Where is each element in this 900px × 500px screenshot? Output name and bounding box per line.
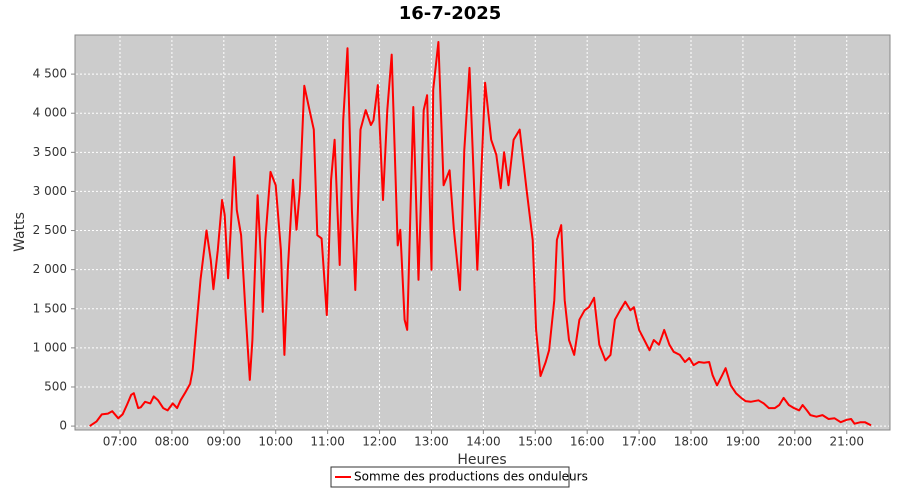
x-tick-label: 09:00 (207, 435, 242, 449)
x-tick-label: 07:00 (103, 435, 138, 449)
y-axis-label: Watts (12, 212, 28, 252)
y-tick-label: 0 (59, 419, 67, 433)
x-tick-label: 10:00 (258, 435, 293, 449)
y-tick-label: 1 000 (33, 340, 67, 354)
x-tick-label: 14:00 (466, 435, 501, 449)
y-tick-label: 3 000 (33, 184, 67, 198)
x-tick-label: 20:00 (778, 435, 813, 449)
x-tick-label: 11:00 (310, 435, 345, 449)
chart-title: 16-7-2025 (399, 3, 502, 24)
plot-area (74, 34, 891, 431)
x-tick-label: 18:00 (674, 435, 709, 449)
x-tick-label: 12:00 (362, 435, 397, 449)
y-tick-label: 500 (44, 379, 67, 393)
x-tick-label: 15:00 (518, 435, 553, 449)
y-tick-label: 2 500 (33, 223, 67, 237)
x-tick-label: 21:00 (829, 435, 864, 449)
x-tick-label: 08:00 (155, 435, 190, 449)
y-tick-label: 4 500 (33, 67, 67, 81)
y-tick-label: 3 500 (33, 145, 67, 159)
series-line (89, 41, 872, 427)
legend-label: Somme des productions des onduleurs (354, 470, 588, 484)
x-tick-label: 17:00 (622, 435, 657, 449)
x-tick-label: 16:00 (570, 435, 605, 449)
x-axis-label: Heures (457, 452, 506, 468)
y-tick-label: 2 000 (33, 262, 67, 276)
legend-box (330, 466, 570, 488)
y-tick-label: 1 500 (33, 301, 67, 315)
y-tick-label: 4 000 (33, 106, 67, 120)
x-tick-label: 13:00 (414, 435, 449, 449)
x-tick-label: 19:00 (726, 435, 761, 449)
